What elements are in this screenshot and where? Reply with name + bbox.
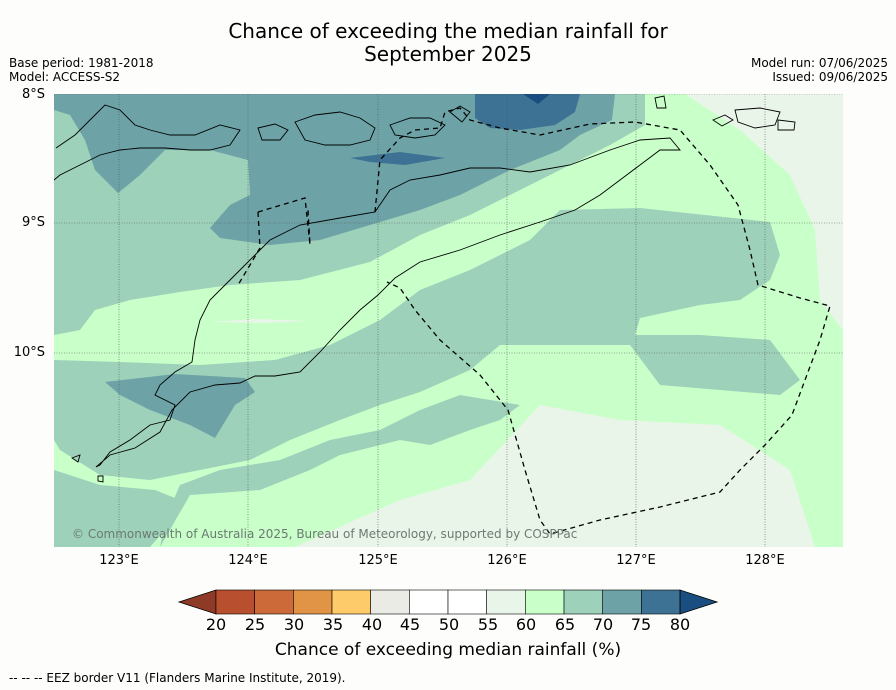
- lat-label-9s: 9°S: [21, 215, 45, 230]
- colorbar-tick: 65: [554, 615, 576, 634]
- colorbar-tick: 25: [244, 615, 266, 634]
- colorbar-tick: 40: [361, 615, 383, 634]
- eez-footnote: -- -- -- EEZ border V11 (Flanders Marine…: [9, 671, 346, 685]
- lon-label-127e: 127°E: [616, 553, 656, 568]
- zone-70-75-north: [54, 94, 615, 245]
- colorbar-tick: 20: [205, 615, 227, 634]
- eez-border: [237, 107, 831, 535]
- colorbar-tick: 35: [322, 615, 344, 634]
- lat-label-8s: 8°S: [21, 87, 45, 102]
- lon-label-123e: 123°E: [99, 553, 139, 568]
- map-body: [54, 94, 843, 547]
- zone-65-70-southwest: [54, 470, 180, 547]
- zone-75-80: [475, 94, 580, 130]
- zone-75-80-strip: [350, 152, 445, 165]
- issued-date: Issued: 09/06/2025: [772, 70, 888, 84]
- colorbar-tick: 50: [438, 615, 460, 634]
- coastlines: [54, 95, 796, 483]
- colorbar-tick: 80: [669, 615, 691, 634]
- zone-65-70-south: [160, 395, 520, 547]
- base-period: Base period: 1981-2018: [9, 56, 154, 70]
- zone-65-70-central: [54, 208, 800, 480]
- meta-left: Base period: 1981-2018 Model: ACCESS-S2: [9, 56, 154, 84]
- lon-label-124e: 124°E: [228, 553, 268, 568]
- graticule: [54, 94, 843, 547]
- colorbar-tick: 30: [283, 615, 305, 634]
- lon-label-125e: 125°E: [358, 553, 398, 568]
- colorbar-tick: 70: [592, 615, 614, 634]
- meta-right: Model run: 07/06/2025 Issued: 09/06/2025: [751, 56, 888, 84]
- zone-55-60-northeast: [685, 94, 843, 330]
- lat-label-10s: 10°S: [13, 345, 45, 360]
- zone-80-plus: [523, 94, 550, 104]
- map-title: Chance of exceeding the median rainfall …: [0, 20, 896, 66]
- colorbar-tick: 60: [515, 615, 537, 634]
- zone-55-60-southeast: [295, 405, 815, 547]
- colorbar-tick: 75: [630, 615, 652, 634]
- lon-label-128e: 128°E: [745, 553, 785, 568]
- title-line-1: Chance of exceeding the median rainfall …: [228, 19, 668, 43]
- colorbar-tick: 45: [399, 615, 421, 634]
- colorbar-label: Chance of exceeding median rainfall (%): [274, 640, 622, 660]
- zone-70-75-sliver-light: [212, 319, 312, 323]
- title-line-2: September 2025: [364, 42, 532, 66]
- model-run: Model run: 07/06/2025: [750, 56, 888, 70]
- copyright-notice: © Commonwealth of Australia 2025, Bureau…: [72, 527, 578, 541]
- colorbar-tick: 55: [477, 615, 499, 634]
- model-name: Model: ACCESS-S2: [9, 70, 121, 84]
- lon-label-126e: 126°E: [487, 553, 527, 568]
- zone-70-75-south: [105, 374, 255, 438]
